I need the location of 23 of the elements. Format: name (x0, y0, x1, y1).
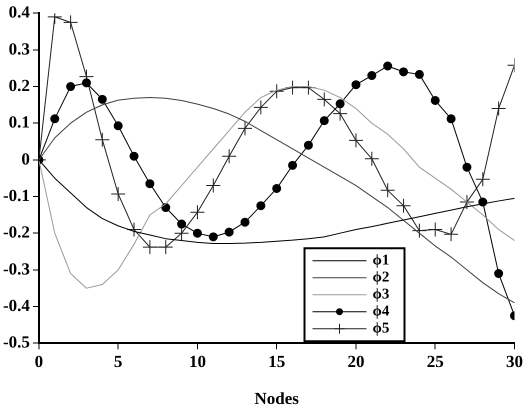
legend-label: ϕ3 (372, 286, 390, 303)
legend-label: ϕ5 (372, 320, 390, 337)
x-tick-label: 5 (114, 352, 122, 371)
y-tick-label: 0 (21, 149, 30, 168)
y-tick-label: -0.2 (2, 222, 30, 242)
legend-label: ϕ1 (372, 252, 390, 269)
y-tick-label: -0.4 (2, 296, 30, 315)
y-tick-label: 0.2 (8, 76, 30, 95)
y-tick-label: -0.1 (2, 186, 30, 205)
legend-label: ϕ2 (372, 270, 390, 286)
x-tick-label: 20 (347, 352, 364, 371)
legend-label: ϕ4 (372, 304, 390, 320)
x-tick-label: 10 (188, 352, 206, 371)
x-tick-label: 0 (34, 352, 44, 371)
y-tick-label: 0.4 (8, 2, 30, 22)
x-tick-label: 25 (426, 352, 444, 371)
y-tick-label: 0.1 (8, 112, 30, 132)
x-tick-label: 30 (506, 352, 523, 371)
y-tick-label: -0.5 (2, 332, 30, 352)
y-tick-label: 0.3 (8, 39, 30, 58)
x-tick-label: 15 (268, 352, 286, 371)
y-tick-label: -0.3 (2, 259, 30, 278)
x-axis-title: Nodes (254, 389, 300, 408)
